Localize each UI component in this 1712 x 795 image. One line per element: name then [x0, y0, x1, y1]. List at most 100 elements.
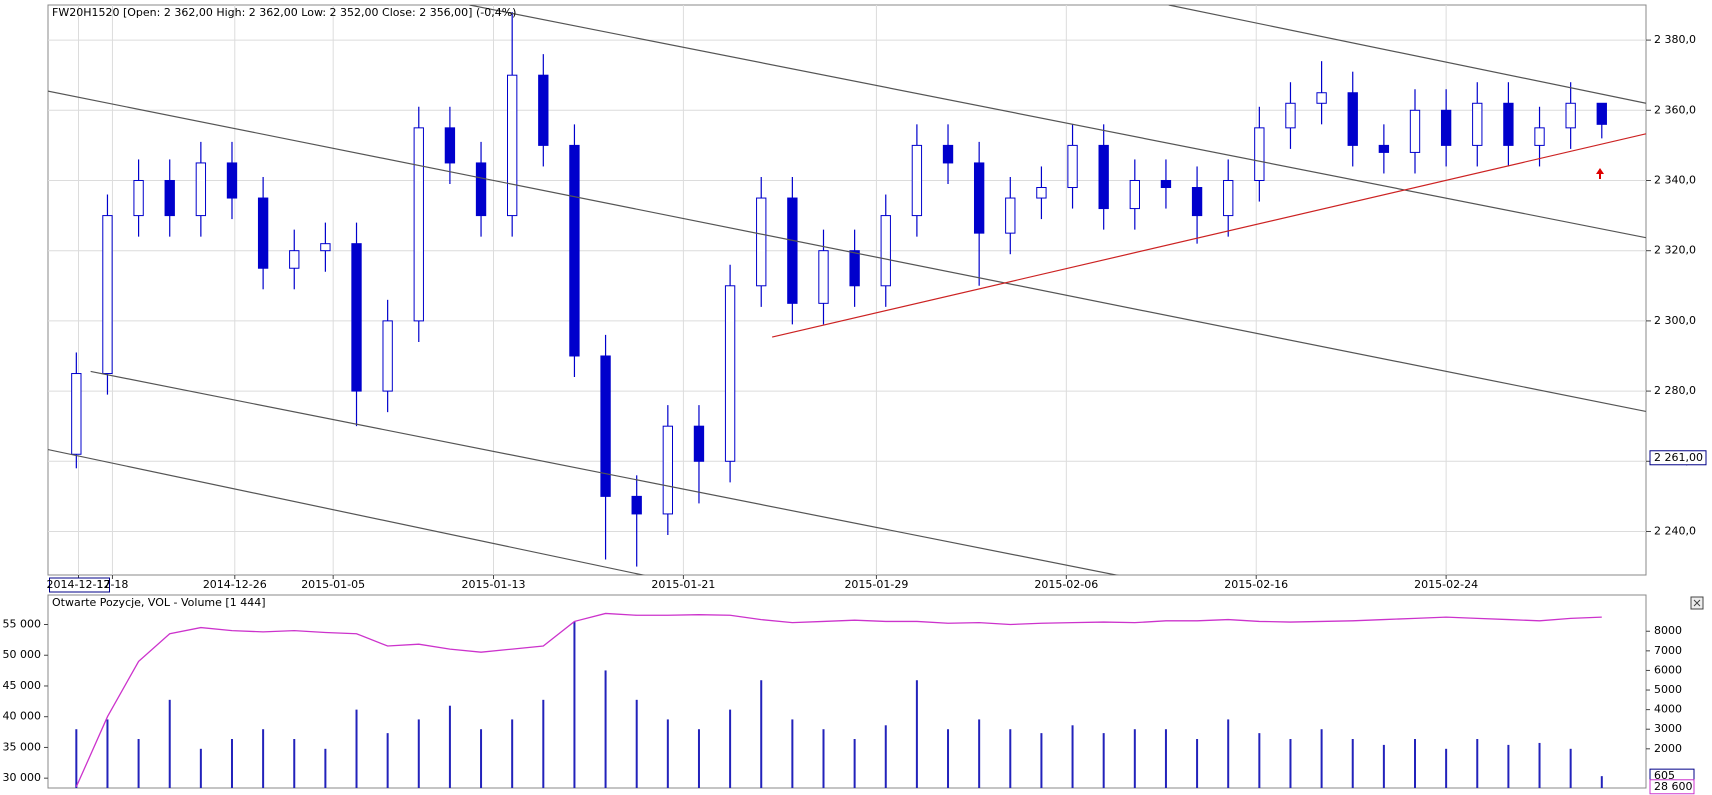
volume-bar	[106, 719, 109, 788]
y-tick-label: 2 240,0	[1654, 524, 1696, 537]
candle-body	[195, 162, 207, 217]
y-tick-label: 55 000	[3, 618, 42, 631]
volume-bar	[1507, 744, 1510, 788]
candle-body	[444, 127, 456, 164]
volume-bar	[262, 729, 265, 788]
volume-bar	[1289, 739, 1292, 788]
candle-body	[1098, 144, 1109, 210]
volume-bar	[1382, 744, 1385, 788]
x-tick-label: 2014-12-17	[47, 578, 111, 591]
y-tick-label: 2 300,0	[1654, 314, 1696, 327]
axes: 2 240,02 260,02 280,02 300,02 320,02 340…	[3, 33, 1707, 795]
volume-plot	[75, 612, 1603, 788]
candle-body	[911, 144, 923, 217]
x-tick-label: 2015-01-29	[844, 578, 908, 591]
volume-bar	[915, 680, 918, 788]
volume-bar	[75, 729, 78, 788]
candle-body	[600, 355, 611, 497]
volume-bar	[293, 739, 296, 788]
volume-header: Otwarte Pozycje, VOL - Volume [1 444]	[52, 596, 266, 609]
volume-bar	[666, 719, 669, 788]
candle-body	[1067, 144, 1078, 189]
volume-bar	[168, 699, 171, 788]
price-plot	[48, 5, 1646, 575]
candle-body	[818, 250, 829, 304]
volume-bar	[137, 739, 140, 788]
candle-body	[289, 250, 300, 269]
candle-body	[1565, 102, 1576, 129]
value-marker-label: 605	[1654, 769, 1675, 782]
candle-body	[507, 74, 518, 217]
volume-bar	[697, 729, 700, 788]
volume-bar	[386, 733, 389, 788]
candle-body	[1223, 179, 1234, 217]
candle-body	[382, 320, 393, 392]
volume-bar	[635, 699, 638, 788]
volume-bar	[1164, 729, 1167, 788]
candle-body	[1005, 197, 1016, 234]
volume-bar	[1600, 776, 1603, 788]
candle-body	[1534, 127, 1545, 146]
x-tick-label: 2015-02-24	[1414, 578, 1478, 591]
volume-bar	[978, 719, 981, 788]
candle-body	[1285, 102, 1296, 129]
candle-body	[413, 127, 424, 322]
volume-bar	[230, 739, 233, 788]
volume-bar	[604, 670, 607, 788]
candle-body	[351, 243, 362, 392]
volume-bar	[791, 719, 794, 788]
x-tick-label: 2015-02-06	[1034, 578, 1098, 591]
volume-bar	[1196, 739, 1199, 788]
x-tick-label: 2014-12-26	[203, 578, 267, 591]
y2-tick-label: 4000	[1654, 703, 1682, 716]
candle-body	[164, 179, 175, 217]
y-tick-label: 2 340,0	[1654, 173, 1696, 186]
candle-body	[1129, 179, 1140, 210]
candle-body	[1160, 179, 1172, 189]
candle-body	[71, 373, 82, 455]
candle-body	[569, 144, 580, 357]
volume-bar	[199, 748, 202, 788]
volume-bar	[1476, 739, 1479, 788]
x-tick-label: 2015-01-21	[651, 578, 715, 591]
volume-bar	[760, 680, 763, 788]
volume-bar	[1133, 729, 1136, 788]
y2-tick-label: 2000	[1654, 742, 1682, 755]
candle-body	[102, 215, 113, 375]
candle-body	[1191, 187, 1203, 217]
volume-bar	[1040, 733, 1043, 788]
candle-body	[133, 179, 144, 217]
candle-body	[631, 495, 642, 515]
y-tick-label: 45 000	[3, 679, 42, 692]
y-tick-label: 2 360,0	[1654, 103, 1696, 116]
candle-body	[1036, 187, 1047, 199]
y-tick-label: 50 000	[3, 648, 42, 661]
candle-body	[1503, 102, 1514, 146]
close-panel-button[interactable]	[1690, 596, 1704, 610]
x-tick-label: 2015-02-16	[1224, 578, 1288, 591]
volume-bar	[947, 729, 950, 788]
candle-body	[475, 162, 487, 217]
candle-body	[226, 162, 238, 199]
y-tick-label: 30 000	[3, 771, 42, 784]
candle-body	[880, 215, 891, 287]
value-marker-label: 28 600	[1654, 780, 1693, 793]
volume-bar	[1414, 739, 1417, 788]
alert-arrow	[1596, 168, 1604, 179]
y-tick-label: 2 320,0	[1654, 244, 1696, 257]
y2-tick-label: 8000	[1654, 624, 1682, 637]
volume-bar	[884, 725, 887, 788]
volume-bar	[417, 719, 420, 788]
y-tick-label: 35 000	[3, 740, 42, 753]
candle-body	[1254, 127, 1265, 181]
y2-tick-label: 7000	[1654, 644, 1682, 657]
x-tick-label: 12-18	[96, 578, 128, 591]
y2-tick-label: 6000	[1654, 663, 1682, 676]
candle-body	[662, 425, 674, 515]
candle-body	[1596, 102, 1607, 125]
volume-bar	[1071, 725, 1074, 788]
candle-body	[1378, 144, 1390, 153]
volume-bar	[355, 709, 358, 788]
candle-body	[320, 243, 331, 252]
